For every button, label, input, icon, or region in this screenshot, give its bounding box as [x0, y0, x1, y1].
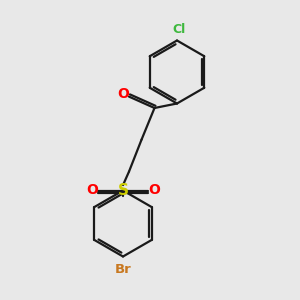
Text: O: O [148, 184, 160, 197]
Text: O: O [86, 184, 98, 197]
Text: O: O [118, 87, 130, 101]
Text: Br: Br [115, 263, 131, 276]
Text: Cl: Cl [173, 23, 186, 36]
Text: S: S [118, 183, 128, 198]
